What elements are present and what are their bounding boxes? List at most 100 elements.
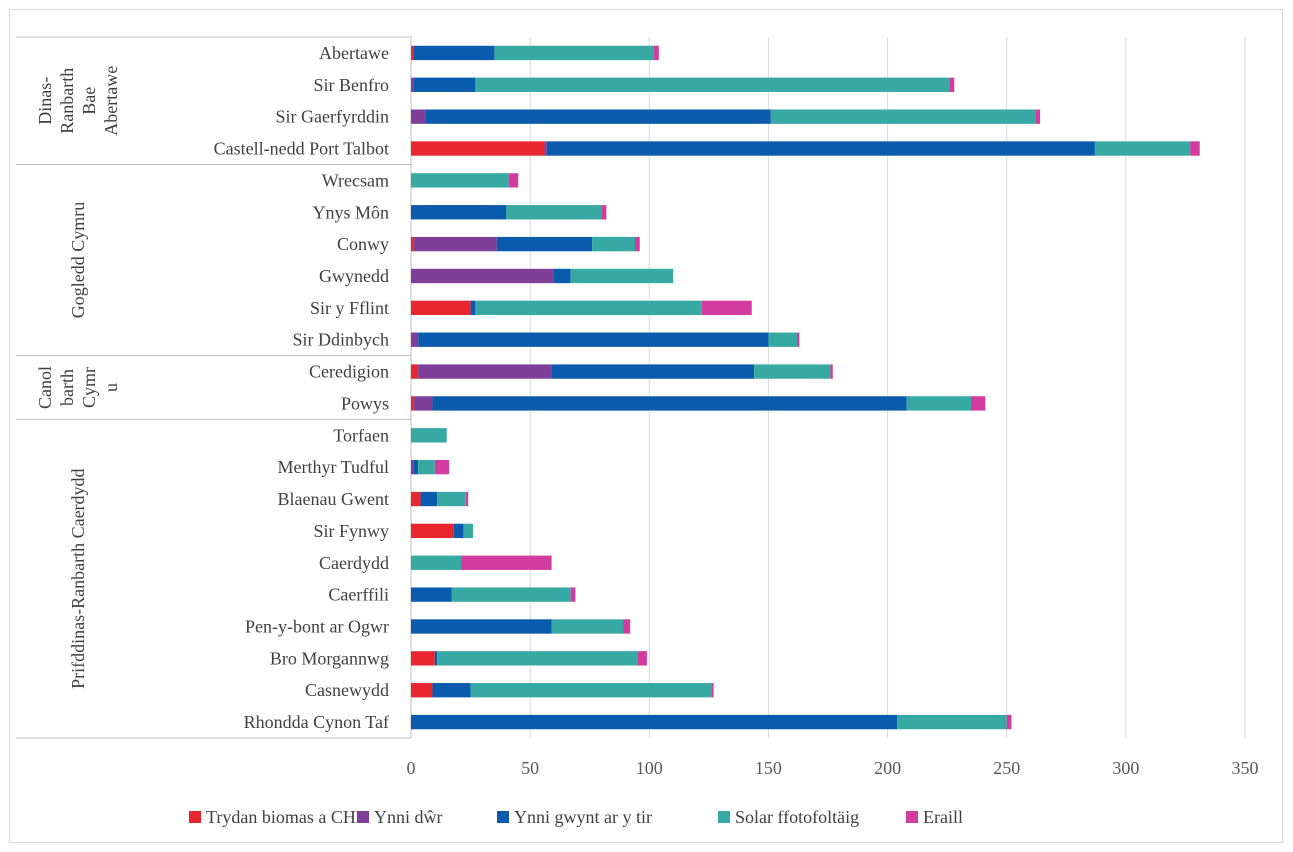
bar-segment — [420, 491, 438, 507]
group-label: Prifddinas-Ranbarth Caerdydd — [68, 468, 88, 688]
legend-label: Trydan biomas a CHP — [206, 807, 366, 827]
bar-segment — [797, 332, 800, 347]
bar-segment — [1190, 141, 1200, 156]
category-labels: Abertawe Sir Benfro Sir Gaerfyrddin Castell… — [214, 43, 389, 732]
category-label: Blaenau Gwent — [278, 489, 389, 509]
x-tick-labels: 0 50 100 150 200 250 300 350 — [407, 758, 1259, 778]
x-tick-label: 150 — [755, 758, 782, 778]
bar-segment — [494, 45, 655, 61]
bar-segment — [754, 364, 831, 379]
bar-segment — [413, 396, 433, 411]
legend-swatch — [718, 811, 730, 823]
group-label: Dinas- Ranbarth Bae Abertawe — [35, 66, 121, 136]
bar-segment — [570, 268, 674, 284]
group-labels: Dinas- Ranbarth Bae Abertawe Gogledd Cymru Ca… — [16, 36, 411, 739]
category-label: Caerffili — [328, 585, 389, 605]
bar-segment — [570, 587, 576, 602]
bar-segment — [508, 173, 519, 188]
category-label: Ynys Môn — [312, 202, 389, 222]
x-tick-label: 50 — [521, 758, 539, 778]
x-tick-label: 200 — [874, 758, 901, 778]
bar-segment — [411, 236, 414, 252]
bar-segment — [551, 619, 624, 634]
bar-segment — [411, 45, 414, 61]
bar-segment — [1006, 714, 1012, 730]
bar-segment — [453, 523, 464, 539]
bar-segment — [970, 396, 986, 411]
category-label: Powys — [341, 393, 389, 413]
bar-segment — [411, 205, 507, 220]
bars — [411, 45, 1200, 730]
legend-swatch — [497, 811, 509, 823]
bar-segment — [830, 364, 833, 379]
bar-segment — [654, 45, 659, 61]
x-tick-label: 100 — [636, 758, 663, 778]
bar-segment — [411, 77, 414, 92]
bar-segment — [1094, 141, 1191, 156]
bar-segment — [411, 714, 898, 730]
bar-segment — [551, 364, 755, 379]
bar-segment — [475, 300, 702, 316]
bar-segment — [470, 300, 476, 316]
bar-segment — [496, 236, 593, 252]
bar-segment — [451, 587, 571, 602]
bar-segment — [897, 714, 1007, 730]
bar-segment — [768, 332, 798, 347]
category-label: Abertawe — [319, 43, 389, 63]
bar-segment — [544, 141, 547, 156]
bar-segment — [711, 683, 714, 698]
bar-segment — [418, 459, 435, 475]
bar-segment — [418, 364, 552, 379]
category-label: Bro Morgannwg — [270, 648, 389, 668]
x-tick-label: 0 — [407, 758, 416, 778]
bar-segment — [418, 332, 769, 347]
category-label: Torfaen — [333, 425, 389, 445]
bar-segment — [411, 619, 552, 634]
category-label: Sir Gaerfyrddin — [276, 107, 389, 127]
bar-segment — [411, 109, 426, 124]
bar-segment — [411, 555, 462, 570]
bar-segment — [411, 587, 452, 602]
legend-label: Eraill — [923, 807, 963, 827]
bar-segment — [949, 77, 955, 92]
bar-segment — [413, 459, 419, 475]
category-label: Casnewydd — [305, 680, 389, 700]
category-label: Conwy — [337, 234, 389, 254]
category-label: Ceredigion — [309, 362, 389, 382]
category-label: Pen-y-bont ar Ogwr — [245, 616, 389, 636]
legend-swatch — [189, 811, 201, 823]
bar-segment — [437, 651, 638, 666]
bar-segment — [437, 491, 466, 507]
bar-segment — [411, 141, 545, 156]
bar-segment — [463, 523, 473, 539]
legend-swatch — [906, 811, 918, 823]
bar-segment — [553, 268, 571, 284]
legend-label: Ynni dŵr — [374, 807, 443, 827]
category-label: Rhondda Cynon Taf — [244, 712, 389, 732]
category-label: Caerdydd — [319, 553, 389, 573]
bar-segment — [413, 77, 476, 92]
category-label: Sir Benfro — [314, 75, 390, 95]
bar-segment — [592, 236, 635, 252]
category-label: Castell-nedd Port Talbot — [214, 139, 389, 159]
bar-segment — [906, 396, 971, 411]
bar-segment — [411, 523, 454, 539]
bar-segment — [623, 619, 631, 634]
bar-segment — [432, 396, 907, 411]
bar-segment — [413, 236, 497, 252]
legend-label: Solar ffotofoltäig — [735, 807, 859, 827]
bar-segment — [411, 173, 509, 188]
bar-segment — [601, 205, 607, 220]
bar-segment — [434, 651, 438, 666]
legend-swatch — [357, 811, 369, 823]
bar-segment — [413, 45, 495, 61]
legend-label: Ynni gwynt ar y tir — [514, 807, 652, 827]
bar-segment — [411, 428, 447, 443]
category-label: Merthyr Tudful — [277, 457, 389, 477]
bar-segment — [634, 236, 640, 252]
bar-segment — [411, 459, 414, 475]
bar-segment — [546, 141, 1095, 156]
bar-segment — [432, 683, 471, 698]
x-tick-label: 300 — [1112, 758, 1139, 778]
legend: Trydan biomas a CHP Ynni dŵr Ynni gwynt ar… — [189, 807, 963, 827]
